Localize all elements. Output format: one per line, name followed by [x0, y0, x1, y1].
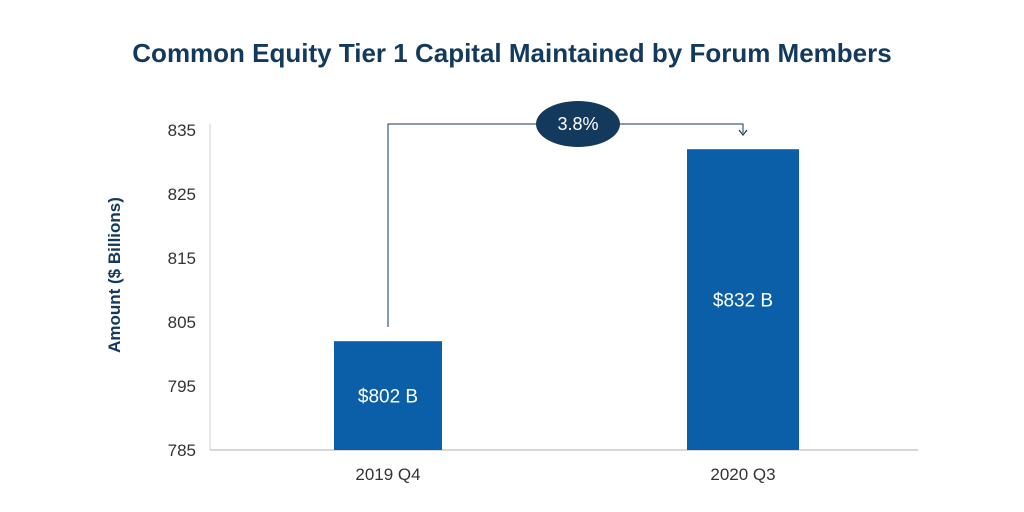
x-tick-label: 2019 Q4	[355, 465, 420, 484]
bars: $802 B $832 B	[334, 149, 799, 450]
change-annotation: 3.8%	[387, 101, 748, 327]
y-tick-label: 815	[168, 249, 196, 268]
change-badge-label: 3.8%	[557, 114, 598, 134]
bar-data-label: $802 B	[358, 387, 418, 408]
y-tick-label: 795	[168, 377, 196, 396]
y-tick-label: 825	[168, 185, 196, 204]
chart-title: Common Equity Tier 1 Capital Maintained …	[132, 38, 891, 68]
y-tick-label: 785	[168, 441, 196, 460]
bar	[334, 341, 442, 450]
y-axis-label: Amount ($ Billions)	[105, 197, 124, 353]
bar-data-label: $832 B	[713, 291, 773, 312]
bar	[687, 149, 799, 450]
y-axis-ticks: 785 795 805 815 825 835	[168, 121, 196, 460]
y-tick-label: 805	[168, 313, 196, 332]
down-arrow-icon	[738, 129, 748, 136]
x-axis-ticks: 2019 Q4 2020 Q3	[355, 465, 775, 484]
y-tick-label: 835	[168, 121, 196, 140]
change-badge	[536, 101, 620, 147]
x-tick-label: 2020 Q3	[710, 465, 775, 484]
